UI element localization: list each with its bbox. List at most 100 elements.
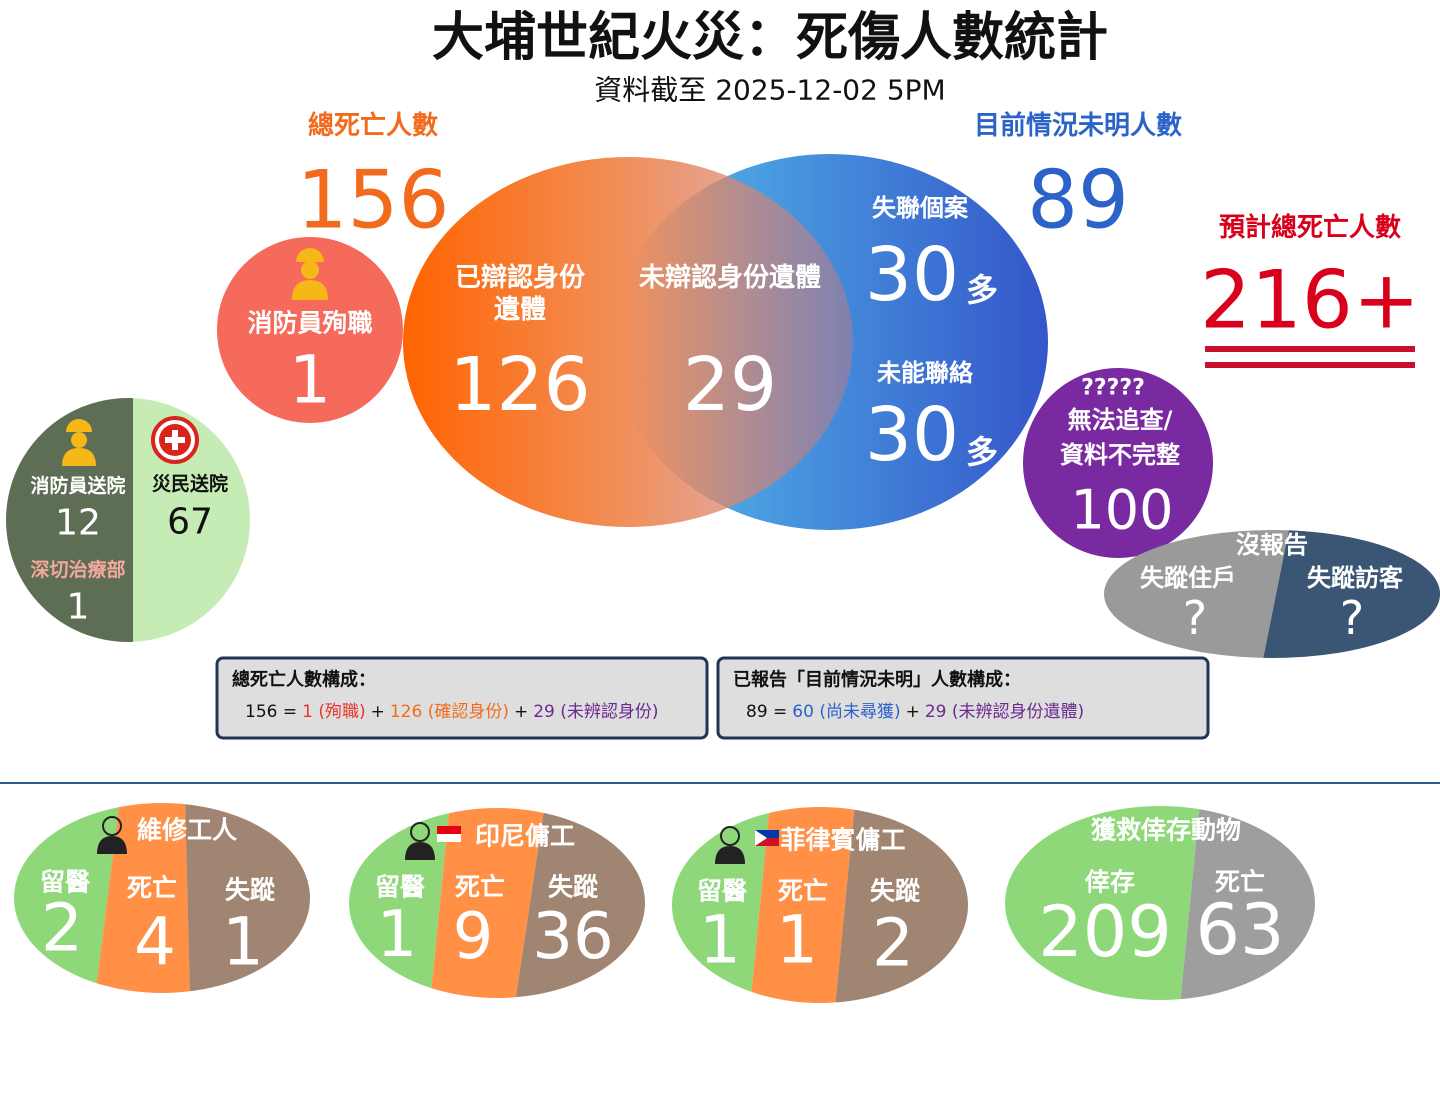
composition-title: 已報告「目前情況未明」人數構成： — [733, 669, 1021, 691]
segment-value: 36 — [532, 900, 613, 974]
formula-part: 29 (未辨認身份) — [533, 702, 658, 722]
group-title: 菲律賓傭工 — [780, 826, 905, 855]
hospital-label: 消防員送院 — [30, 474, 125, 497]
formula-part: 1 (殉職) — [302, 702, 365, 722]
hospital-label: 災民送院 — [152, 472, 228, 495]
group-segment — [515, 808, 645, 998]
venn-suffix: 多 — [966, 433, 998, 471]
group-title: 獲救倖存動物 — [1091, 816, 1241, 845]
unreported-value: ? — [1183, 591, 1207, 645]
firefighter-value: 1 — [289, 342, 331, 419]
composition-box — [215, 656, 709, 740]
flag — [437, 826, 461, 834]
total-label: 總死亡人數 — [308, 110, 438, 141]
segment-label: 失蹤 — [548, 873, 599, 902]
group-ellipse — [349, 808, 645, 998]
unreported-title: 沒報告 — [1236, 531, 1308, 559]
subtitle: 資料截至 2025-12-02 5PM — [594, 74, 945, 107]
person-icon — [405, 822, 435, 860]
segment-value: 2 — [872, 905, 914, 982]
segment-label: 失蹤 — [225, 876, 276, 905]
segment-value: 1 — [776, 902, 818, 979]
group-ellipse — [1005, 806, 1315, 1000]
segment-label: 留醫 — [40, 868, 90, 897]
composition-title: 總死亡人數構成： — [232, 669, 376, 691]
icon-body — [97, 836, 127, 854]
hospital-label: 深切治療部 — [30, 558, 125, 581]
group-title: 印尼傭工 — [475, 822, 575, 851]
estimate-value: 216+ — [1200, 254, 1420, 347]
segment-label: 死亡 — [455, 873, 505, 902]
unreported-value: ? — [1340, 591, 1364, 645]
segment-label: 留醫 — [697, 877, 747, 906]
hospital-icon — [151, 416, 199, 464]
icon-head — [410, 822, 430, 842]
segment-label: 死亡 — [778, 877, 828, 906]
venn-label: 已辯認身份 — [455, 262, 585, 293]
venn-label: 失聯個案 — [872, 194, 969, 222]
flag — [755, 830, 767, 846]
segment-value: 63 — [1195, 889, 1284, 971]
venn-value: 126 — [449, 342, 590, 428]
venn-label: 未能聯絡 — [877, 359, 974, 387]
group-segment — [185, 803, 310, 993]
venn-left — [403, 157, 853, 527]
firefighter-circle — [217, 237, 403, 423]
group-segment — [750, 807, 855, 1003]
hospital-value: 67 — [167, 502, 213, 543]
venn-label: 未辯認身份遺體 — [639, 262, 821, 293]
segment-label: 死亡 — [1215, 868, 1265, 897]
group-segment — [430, 808, 545, 998]
venn-value: 30 — [865, 232, 959, 318]
segment-value: 1 — [222, 904, 264, 981]
composition-formula: 156 = 1 (殉職) +126 (確認身份) +29 (未辨認身份) — [245, 702, 659, 722]
unknown-value: 89 — [1027, 154, 1129, 247]
hospital-value: 1 — [67, 587, 90, 628]
formula-part: 60 (尚未尋獲) — [792, 702, 900, 722]
firefighter-icon — [292, 248, 328, 300]
untraceable-label: 無法追查/ — [1068, 406, 1173, 434]
segment-value: 1 — [377, 898, 418, 972]
composition-formula: 89 = 60 (尚未尋獲) +29 (未辨認身份遺體) — [746, 702, 1084, 722]
segment-value: 9 — [453, 900, 494, 974]
formula-part: 126 (確認身份) — [390, 702, 509, 722]
formula-part: 156 = — [245, 702, 297, 722]
segment-label: 失蹤 — [870, 877, 921, 906]
segment-value: 2 — [41, 890, 83, 967]
segment-label: 留醫 — [375, 873, 425, 902]
unreported-label: 失蹤訪客 — [1307, 564, 1404, 592]
hospital-value: 12 — [55, 503, 101, 544]
group-segment — [1005, 806, 1200, 1000]
untraceable-circle — [1023, 368, 1213, 558]
firefighter-label: 消防員殉職 — [247, 309, 372, 338]
formula-part: 89 = — [746, 702, 787, 722]
person-icon — [97, 816, 127, 854]
group-segment — [1180, 806, 1315, 1000]
segment-value: 1 — [699, 902, 741, 979]
segment-value: 209 — [1038, 891, 1172, 973]
group-ellipse — [14, 803, 310, 993]
formula-part: 29 (未辨認身份遺體) — [925, 702, 1084, 722]
icon-head — [720, 826, 740, 846]
formula-part: + — [371, 702, 385, 722]
segment-label: 死亡 — [127, 874, 177, 903]
group-title: 維修工人 — [137, 816, 237, 845]
flag — [755, 830, 779, 838]
flag — [437, 834, 461, 842]
group-segment — [14, 803, 120, 993]
unreported-right — [1262, 530, 1440, 658]
unknown-label: 目前情況未明人數 — [974, 110, 1182, 141]
venn-suffix: 多 — [966, 271, 998, 309]
estimate-label: 預計總死亡人數 — [1219, 212, 1401, 243]
venn-value: 29 — [683, 342, 777, 428]
composition-box — [716, 656, 1210, 740]
flag — [755, 838, 779, 846]
formula-part: + — [514, 702, 528, 722]
icon-body — [715, 846, 745, 864]
total-value: 156 — [297, 154, 450, 247]
group-segment — [835, 807, 968, 1003]
icon-body — [405, 842, 435, 860]
venn-label: 遺體 — [494, 295, 546, 325]
